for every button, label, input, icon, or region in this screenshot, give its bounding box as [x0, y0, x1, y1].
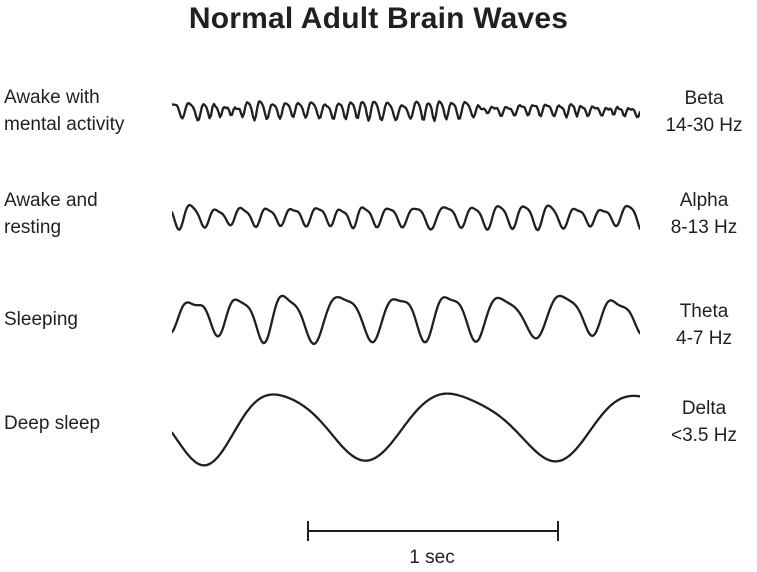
- time-scale-bar: [307, 521, 559, 541]
- wave-name-beta: Beta: [684, 88, 724, 109]
- freq-range-delta: <3.5 Hz: [670, 425, 737, 446]
- figure-title: Normal Adult Brain Waves: [188, 2, 569, 35]
- wave-name-delta: Delta: [681, 398, 727, 419]
- freq-range-alpha: 8-13 Hz: [670, 217, 738, 238]
- theta-waveform: [172, 294, 640, 345]
- freq-label-alpha: Alpha 8-13 Hz: [651, 187, 757, 241]
- freq-label-beta: Beta 14-30 Hz: [651, 85, 757, 139]
- delta-waveform: [172, 392, 640, 467]
- time-scale-label: 1 sec: [409, 547, 455, 568]
- beta-waveform: [172, 100, 640, 123]
- wave-name-theta: Theta: [679, 301, 729, 322]
- wave-name-alpha: Alpha: [679, 190, 729, 211]
- alpha-waveform: [172, 203, 640, 232]
- state-label-alpha: Awake and resting: [4, 190, 98, 238]
- freq-range-beta: 14-30 Hz: [665, 115, 743, 136]
- freq-range-theta: 4-7 Hz: [676, 328, 732, 349]
- freq-label-delta: Delta <3.5 Hz: [651, 395, 757, 449]
- state-label-beta: Awake with mental activity: [4, 87, 125, 135]
- freq-label-theta: Theta 4-7 Hz: [651, 298, 757, 352]
- state-label-theta: Sleeping: [4, 309, 78, 330]
- state-label-delta: Deep sleep: [4, 413, 101, 434]
